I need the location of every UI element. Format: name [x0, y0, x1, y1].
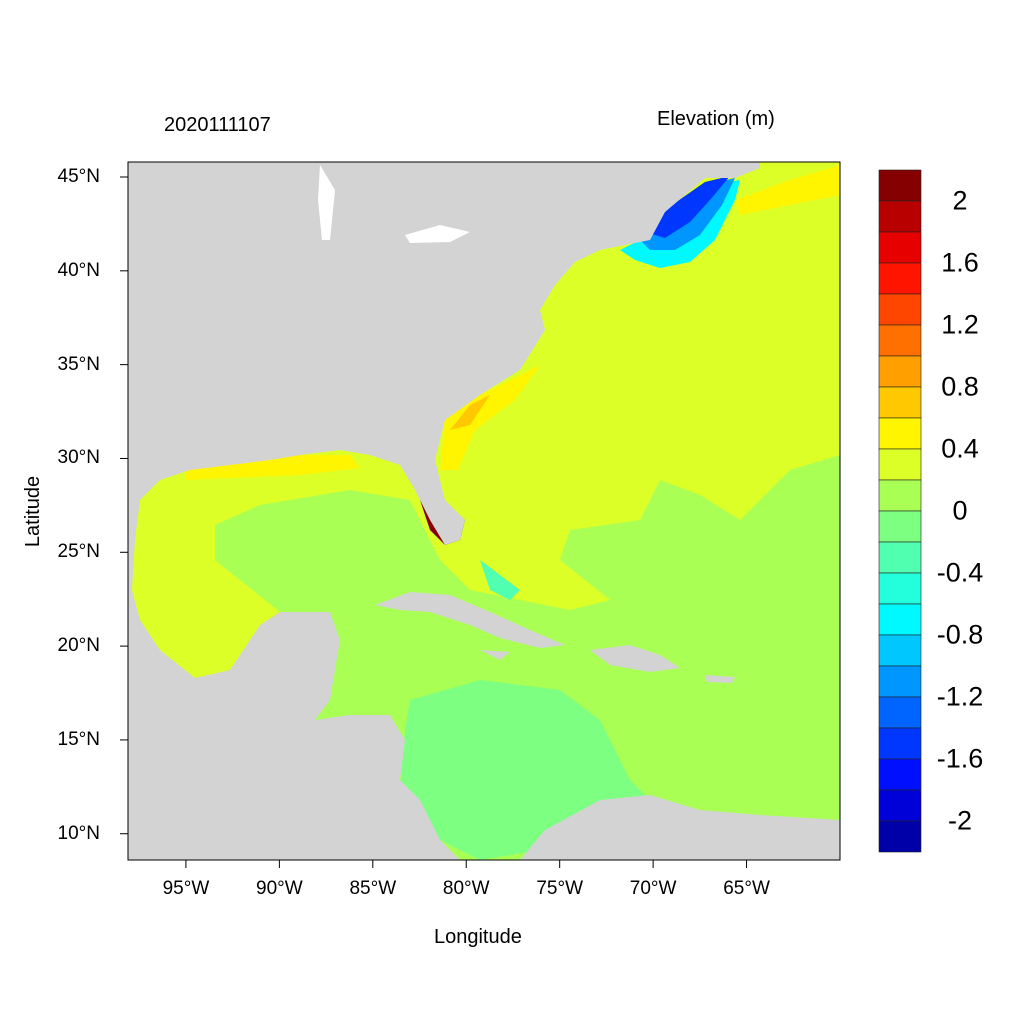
colorbar-label: -0.8: [936, 619, 984, 650]
cuba: [375, 592, 565, 648]
y-tick-label: 20°N: [57, 635, 100, 657]
variable-title: Elevation (m): [657, 108, 775, 130]
colorbar-label: -2: [947, 805, 973, 836]
colorbar-bin: [878, 200, 922, 233]
x-tick-label: 70°W: [629, 878, 677, 899]
lake-erie-ontario: [405, 225, 470, 243]
y-tick-label: 35°N: [57, 353, 100, 375]
colorbar-bin: [878, 262, 922, 295]
x-tick-label: 90°W: [256, 878, 303, 899]
colorbar-bin: [878, 479, 922, 512]
colorbar-bin: [878, 634, 922, 667]
region-0.6-0.8: [450, 395, 490, 430]
colorbar-bin: [878, 386, 922, 419]
colorbar-label: 1.2: [941, 309, 979, 340]
colorbar-label: -1.2: [936, 681, 984, 712]
bahamas-banks: [480, 560, 520, 600]
colorbar-bin: [878, 603, 922, 636]
y-tick-label: 30°N: [57, 447, 100, 469]
gulf-coast-strip: [185, 455, 360, 480]
colorbar-label: 2: [952, 185, 968, 216]
colorbar-label: 0.4: [941, 433, 979, 464]
region-0.4-0.6-northeast: [735, 165, 840, 215]
timestamp-title: 2020111107: [164, 114, 271, 136]
gulf-of-maine-inner: [645, 176, 730, 238]
map-layers: [128, 162, 840, 860]
colorbar-label: 0.8: [941, 371, 979, 402]
colorbar-bin: [878, 758, 922, 791]
x-tick-label: 85°W: [349, 878, 397, 899]
x-tick-label: 80°W: [442, 878, 490, 899]
hispaniola: [590, 645, 680, 672]
x-tick-label: 65°W: [723, 878, 770, 899]
y-tick-label: 15°N: [57, 728, 100, 750]
y-tick-label: 45°N: [57, 166, 100, 187]
x-tick-label: 95°W: [162, 878, 210, 899]
colorbar-bin: [878, 169, 922, 202]
land-north-central-america: [128, 162, 760, 860]
y-tick-label: 40°N: [57, 259, 100, 281]
colorbar-bin: [878, 665, 922, 698]
colorbar-bin: [878, 448, 922, 481]
lake-michigan: [318, 165, 335, 240]
puerto-rico: [705, 675, 735, 683]
colorbar-bin: [878, 355, 922, 388]
colorbar-label: 1.6: [941, 247, 979, 278]
region-0.4-0.6-southeast-coast: [440, 365, 540, 470]
colorbar-bin: [878, 510, 922, 543]
colorbar-label: -0.4: [936, 557, 984, 588]
jamaica: [480, 650, 510, 660]
plot-frame: [127, 161, 841, 861]
y-tick-label: 10°N: [57, 822, 100, 844]
x-axis-label: Longitude: [434, 926, 522, 948]
colorbar-bin: [878, 324, 922, 357]
colorbar-label: -1.6: [936, 743, 984, 774]
land-south-america: [520, 795, 840, 860]
colorbar-bin: [878, 572, 922, 605]
colorbar-bin: [878, 696, 922, 729]
x-tick-label: 75°W: [536, 878, 584, 899]
y-tick-label: 25°N: [57, 541, 100, 563]
colorbar-bin: [878, 293, 922, 326]
colorbar-bin: [878, 820, 922, 853]
colorbar-bin: [878, 789, 922, 822]
colorbar-bin: [878, 417, 922, 450]
colorbar-label: 0: [952, 495, 968, 526]
colorbar-bin: [878, 727, 922, 760]
colorbar-bin: [878, 231, 922, 264]
colorbar-bin: [878, 541, 922, 574]
